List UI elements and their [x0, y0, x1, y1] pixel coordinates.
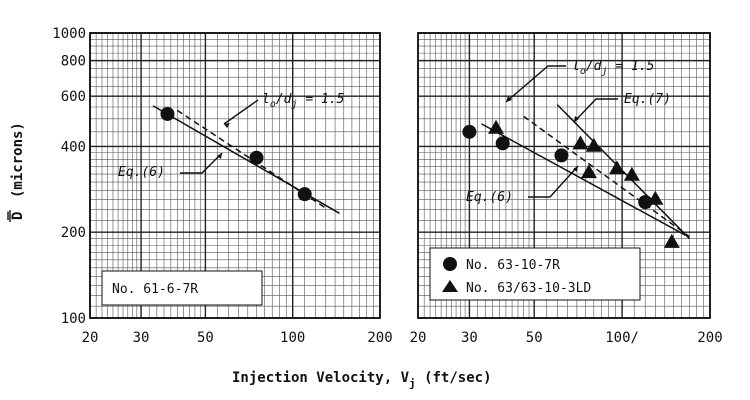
eq6-label-right: Eq.(6)	[466, 190, 513, 205]
x-tick-label: 50	[197, 330, 214, 346]
ratio-arrowhead-left	[224, 123, 230, 128]
y-axis-symbol: D	[10, 212, 26, 220]
eq7-arrowhead-right	[574, 116, 579, 122]
y-tick-label: 800	[61, 54, 86, 70]
data-point-triangle	[572, 135, 589, 150]
data-point-circle	[160, 106, 175, 121]
plot-border-left	[89, 32, 381, 319]
right-data-points	[462, 119, 680, 248]
eq6-label-left: Eq.(6)	[118, 165, 165, 180]
right-chart-panel: 20 30 50 100/200 lo/dj = 1.5 Eq.(7) Eq.(6) …	[410, 32, 723, 346]
data-point-circle	[638, 195, 653, 210]
left-data-points	[160, 106, 312, 202]
left-chart-panel: 20 30 50 100 200 100 200 400 600 800 1000 lo/dj =…	[52, 26, 392, 346]
right-eq6-annotation: Eq.(6)	[466, 165, 579, 205]
data-point-circle	[249, 150, 264, 165]
y-axis-units: (microns)	[10, 122, 26, 198]
right-grid	[417, 32, 711, 319]
right-legend-box	[429, 247, 641, 301]
x-tick-label: 50	[526, 330, 543, 346]
right-legend-label-2: No. 63/63-10-3LD	[466, 281, 591, 296]
x-tick-label: 30	[133, 330, 150, 346]
left-ratio-annotation: lo/dj = 1.5	[223, 92, 345, 128]
data-point-triangle	[608, 160, 625, 175]
ratio-leader-right	[505, 65, 566, 103]
ratio-label-right: lo/dj = 1.5	[572, 59, 655, 77]
eq6-arrowhead-left	[217, 153, 222, 159]
left-x-tick-labels: 20 30 50 100 200	[82, 330, 393, 346]
data-point-triangle	[488, 119, 505, 134]
data-point-triangle	[580, 164, 597, 179]
eq7-label-right: Eq.(7)	[624, 92, 671, 107]
x-axis-label: Injection Velocity, Vj (ft/sec)	[232, 370, 492, 390]
data-point-triangle	[663, 233, 680, 248]
ratio-label-left: lo/dj = 1.5	[262, 92, 345, 110]
x-tick-label: 30	[461, 330, 478, 346]
y-tick-label: 400	[61, 139, 86, 155]
data-point-circle	[462, 124, 477, 139]
ratio-leader-left	[223, 99, 259, 125]
x-tick-label: 20	[82, 330, 99, 346]
x-tick-label: 200	[367, 330, 392, 346]
right-ratio-annotation: lo/dj = 1.5	[505, 59, 655, 103]
dashed-fit-line	[523, 115, 690, 238]
data-point-circle	[495, 136, 510, 151]
data-point-triangle	[623, 166, 640, 181]
y-tick-label: 1000	[52, 26, 86, 42]
eq6-leader-right	[528, 165, 579, 198]
eq7-leader-right	[573, 98, 618, 123]
data-point-triangle	[585, 137, 602, 152]
x-tick-label: 20	[410, 330, 427, 346]
right-legend: No. 63-10-7R No. 63/63-10-3LD	[429, 247, 641, 301]
eq6-arrowhead-right	[573, 166, 578, 172]
solid-fit-line	[481, 123, 686, 236]
left-legend-label: No. 61-6-7R	[112, 282, 198, 297]
x-tick-label: 100	[280, 330, 305, 346]
right-x-tick-labels: 20 30 50 100/200	[410, 330, 723, 346]
y-tick-label: 100	[61, 311, 86, 327]
legend-triangle-marker	[442, 280, 458, 292]
y-axis-label: D (microns)	[7, 122, 26, 220]
x-tick-label: 200	[697, 330, 722, 346]
right-legend-label-1: No. 63-10-7R	[466, 258, 560, 273]
y-tick-label: 200	[61, 225, 86, 241]
left-legend: No. 61-6-7R	[101, 270, 263, 306]
eq6-leader-left	[180, 152, 223, 174]
legend-circle-marker	[443, 257, 457, 271]
y-tick-label: 600	[61, 89, 86, 105]
left-eq6-annotation: Eq.(6)	[118, 152, 223, 180]
data-point-triangle	[647, 190, 664, 205]
right-eq7-annotation: Eq.(7)	[573, 92, 671, 123]
plot-border-right	[417, 32, 711, 319]
x-tick-label: 100/	[605, 330, 639, 346]
y-tick-labels: 100 200 400 600 800 1000	[52, 26, 86, 327]
data-point-circle	[554, 148, 569, 163]
ratio-arrowhead-right	[506, 96, 512, 102]
data-point-circle	[297, 187, 312, 202]
left-legend-box	[101, 270, 263, 306]
